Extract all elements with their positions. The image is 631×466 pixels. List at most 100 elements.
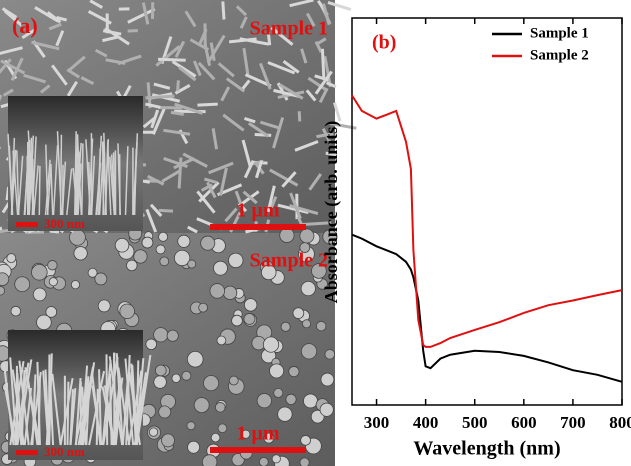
nanorod <box>56 15 68 22</box>
scale-label: 300 nm <box>44 216 85 231</box>
nanowire <box>32 165 39 216</box>
nanorod <box>171 373 181 383</box>
nanorod <box>302 319 312 329</box>
nanorod <box>173 157 195 170</box>
nanowire <box>112 352 117 446</box>
nanorod <box>200 235 216 251</box>
nanorod <box>187 440 201 454</box>
scale-label: 1 μm <box>237 423 280 445</box>
nanorod <box>21 28 37 39</box>
nanorod <box>80 76 95 85</box>
nanorod <box>158 208 174 213</box>
scale-label: 1 μm <box>237 200 280 222</box>
nanorod <box>269 363 285 379</box>
x-tick-label: 400 <box>413 413 439 432</box>
nanowire <box>121 374 130 446</box>
nanowire <box>3 386 18 446</box>
nanorod <box>141 236 154 249</box>
scale-bar <box>16 450 38 455</box>
nanorod <box>267 61 296 75</box>
nanorod <box>285 393 297 405</box>
nanorod <box>288 366 300 378</box>
nanorod <box>242 47 250 75</box>
nanorod <box>225 77 246 93</box>
nanorod <box>89 0 104 9</box>
nanorod <box>241 79 251 90</box>
nanowire <box>102 356 119 446</box>
x-tick-label: 600 <box>511 413 537 432</box>
nanorod <box>39 84 51 94</box>
nanorod <box>66 55 86 73</box>
nanorod <box>14 276 31 293</box>
scale-label: 300 nm <box>44 444 85 459</box>
nanorod <box>237 202 248 213</box>
nanowire <box>17 155 24 216</box>
nanorod <box>262 336 280 353</box>
nanorod <box>300 48 308 64</box>
scale-bar <box>210 447 306 453</box>
nanorod <box>294 140 319 152</box>
nanowire <box>117 143 122 216</box>
nanorod <box>318 87 329 103</box>
nanorod <box>155 45 181 67</box>
nanowire <box>74 131 77 216</box>
nanorod <box>48 277 58 287</box>
nanorod <box>303 393 318 409</box>
nanorod <box>259 120 279 130</box>
nanorod <box>208 161 234 175</box>
scale-bar <box>210 224 306 230</box>
nanorod <box>243 160 255 179</box>
nanorod <box>70 280 81 290</box>
nanorod <box>174 84 191 95</box>
nanowire <box>108 356 124 446</box>
nanorod <box>215 402 226 413</box>
nanorod <box>87 267 98 278</box>
nanorod <box>197 61 216 81</box>
nanorod <box>222 113 245 132</box>
nanorod <box>34 6 59 23</box>
nanowire <box>66 381 70 446</box>
nanorod <box>170 110 184 116</box>
nanorod <box>97 299 111 313</box>
nanorod <box>305 12 316 27</box>
nanorod <box>217 62 235 78</box>
nanorod <box>211 128 219 150</box>
x-tick-label: 300 <box>364 413 390 432</box>
nanowire <box>77 163 82 216</box>
nanorod <box>94 272 108 286</box>
nanorod <box>299 228 315 244</box>
nanowire <box>66 168 73 216</box>
nanorod <box>206 181 217 199</box>
nanorod <box>161 169 181 183</box>
nanorod <box>127 7 156 24</box>
nanowire <box>59 134 63 216</box>
nanowire <box>98 369 102 446</box>
nanowire <box>38 165 41 216</box>
nanorod <box>186 421 196 431</box>
nanorod <box>322 229 338 245</box>
nanorod <box>148 427 159 437</box>
nanorod <box>325 81 337 89</box>
nanowire <box>8 145 14 216</box>
nanowire <box>132 142 138 216</box>
nanorod <box>260 264 277 281</box>
nanorod <box>145 94 175 100</box>
nanorod <box>153 375 167 389</box>
nanorod <box>48 22 62 31</box>
nanorod <box>297 111 302 122</box>
nanorod <box>55 30 65 47</box>
nanorod <box>201 454 218 466</box>
nanorod <box>23 73 47 84</box>
plot-frame <box>351 17 623 406</box>
sample-label: Sample 1 <box>250 18 328 40</box>
nanorod <box>316 132 334 139</box>
y-axis-label: Absorbance (arb. units) <box>321 121 342 304</box>
nanorod <box>322 3 331 26</box>
nanowire <box>44 159 51 216</box>
nanorod <box>219 167 228 196</box>
legend-label: Sample 2 <box>530 47 589 63</box>
nanorod <box>206 34 226 64</box>
nanowire <box>125 354 131 446</box>
nanowire <box>52 145 59 216</box>
nanowire <box>81 143 84 216</box>
